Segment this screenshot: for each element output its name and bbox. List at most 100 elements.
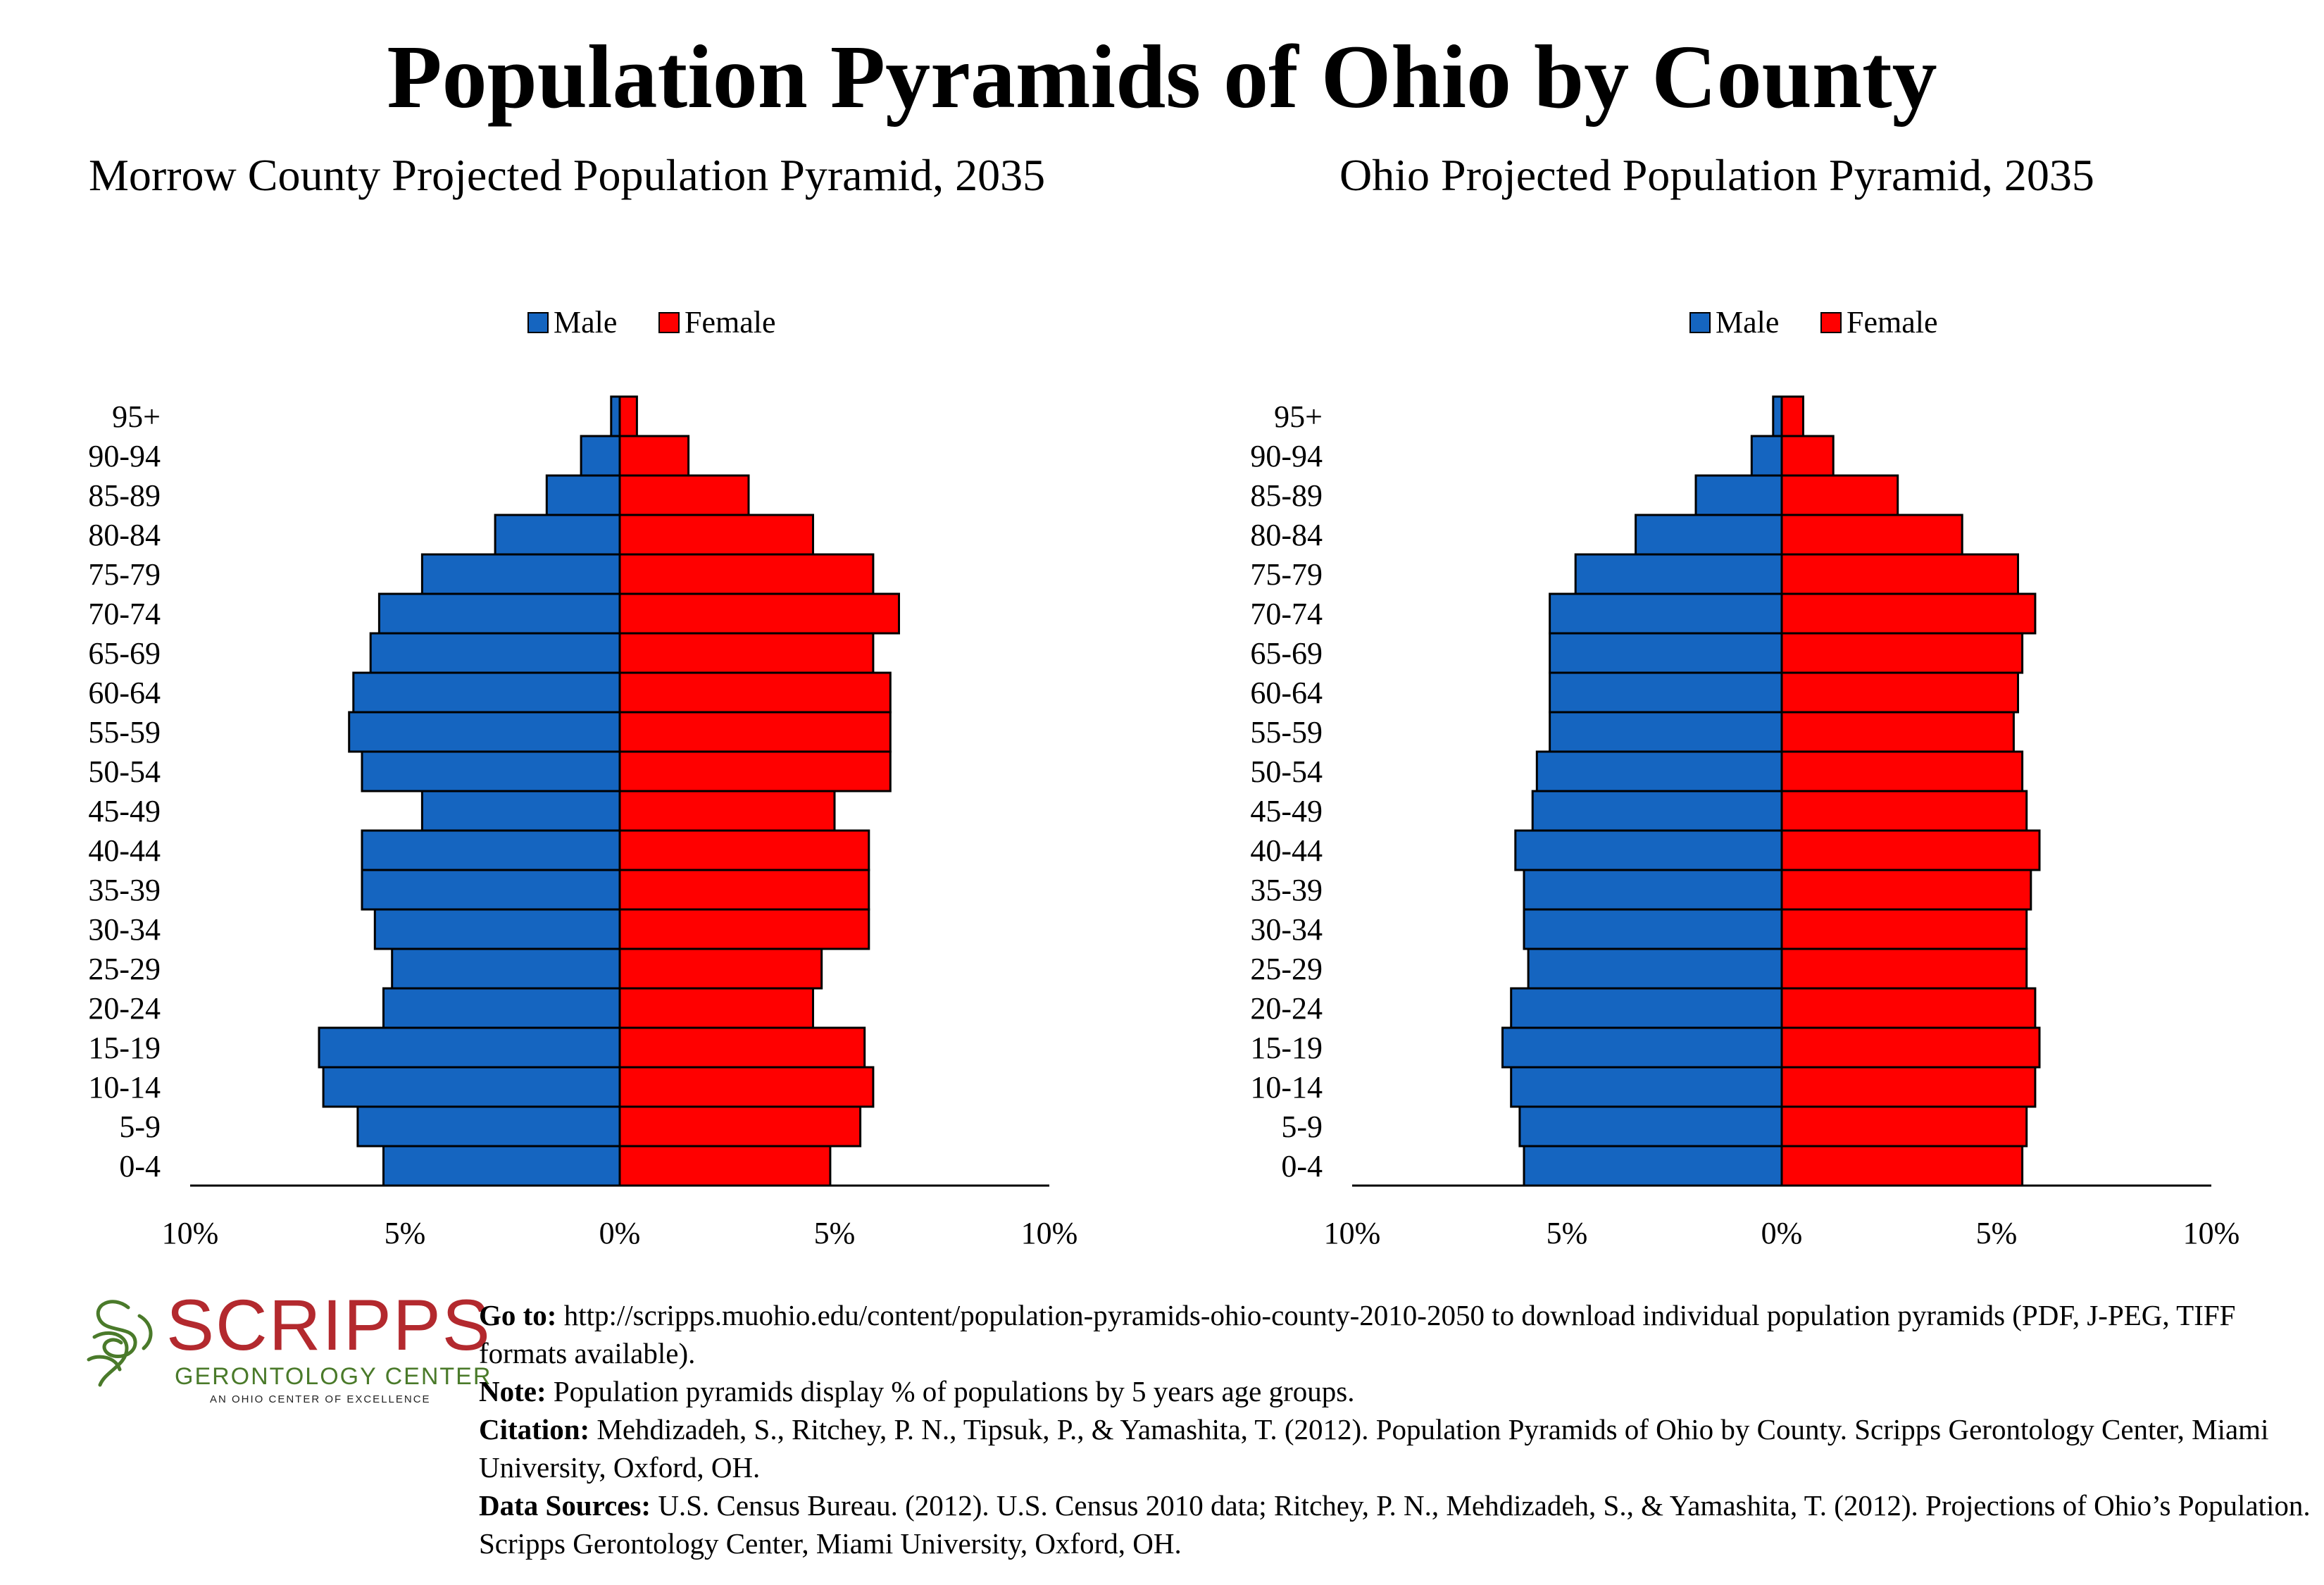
- x-tick-label-2: 0%: [599, 1216, 641, 1250]
- bar-male-50-54: [361, 750, 621, 792]
- bar-female-60-64: [618, 671, 892, 714]
- age-label-80-84: 80-84: [88, 518, 161, 552]
- citation-note: Citation: Mehdizadeh, S., Ritchey, P. N.…: [479, 1410, 2317, 1486]
- age-label-45-49: 45-49: [1250, 794, 1323, 828]
- bar-male-0-4: [1523, 1145, 1783, 1187]
- bar-male-20-24: [382, 987, 621, 1029]
- bar-male-40-44: [361, 829, 621, 871]
- bar-female-80-84: [1780, 514, 1963, 556]
- bar-female-65-69: [618, 632, 875, 674]
- age-label-85-89: 85-89: [1250, 478, 1323, 513]
- legend-label-female: Female: [685, 305, 776, 340]
- age-label-70-74: 70-74: [1250, 597, 1323, 631]
- age-label-65-69: 65-69: [1250, 636, 1323, 671]
- bar-female-15-19: [1780, 1026, 2041, 1069]
- bar-male-50-54: [1535, 750, 1783, 792]
- bar-male-25-29: [1527, 947, 1783, 990]
- bar-female-70-74: [1780, 592, 2037, 635]
- x-tick-label-0: 10%: [162, 1216, 219, 1250]
- age-label-70-74: 70-74: [88, 597, 161, 631]
- note-label: Note:: [479, 1375, 546, 1407]
- bar-female-0-4: [1780, 1145, 2024, 1187]
- age-label-25-29: 25-29: [88, 952, 161, 986]
- citation-text: Mehdizadeh, S., Ritchey, P. N., Tipsuk, …: [479, 1413, 2269, 1484]
- x-tick-label-1: 5%: [1547, 1216, 1588, 1250]
- bar-male-80-84: [494, 514, 621, 556]
- age-label-80-84: 80-84: [1250, 518, 1323, 552]
- bar-male-60-64: [352, 671, 621, 714]
- logo-tagline: AN OHIO CENTER OF EXCELLENCE: [210, 1393, 431, 1405]
- age-label-0-4: 0-4: [119, 1149, 161, 1183]
- bar-female-20-24: [618, 987, 814, 1029]
- note-text: Population pyramids display % of populat…: [546, 1375, 1355, 1407]
- bar-female-50-54: [618, 750, 892, 792]
- bar-male-15-19: [1501, 1026, 1783, 1069]
- legend-label-female: Female: [1847, 305, 1938, 340]
- age-label-35-39: 35-39: [1250, 873, 1323, 907]
- bar-male-65-69: [369, 632, 621, 674]
- bar-female-60-64: [1780, 671, 2019, 714]
- bar-male-45-49: [420, 790, 621, 832]
- sources-text: U.S. Census Bureau. (2012). U.S. Census …: [479, 1489, 2311, 1560]
- age-label-20-24: 20-24: [88, 991, 161, 1026]
- age-label-10-14: 10-14: [88, 1070, 161, 1105]
- bar-female-75-79: [1780, 553, 2019, 595]
- citation-label: Citation:: [479, 1413, 590, 1446]
- bar-female-40-44: [1780, 829, 2041, 871]
- goto-text: http://scripps.muohio.edu/content/popula…: [479, 1299, 2236, 1369]
- display-note: Note: Population pyramids display % of p…: [479, 1372, 2317, 1410]
- bar-female-95: [618, 395, 638, 437]
- bar-male-20-24: [1510, 987, 1783, 1029]
- chart-title-ohio: Ohio Projected Population Pyramid, 2035: [1339, 150, 2094, 200]
- bar-male-0-4: [382, 1145, 621, 1187]
- bar-male-90-94: [1750, 435, 1783, 477]
- x-tick-label-0: 10%: [1324, 1216, 1381, 1250]
- bar-female-55-59: [618, 711, 892, 753]
- sources-note: Data Sources: U.S. Census Bureau. (2012)…: [479, 1486, 2317, 1562]
- age-label-75-79: 75-79: [88, 557, 161, 592]
- legend-swatch-male: [527, 312, 549, 333]
- bar-female-45-49: [618, 790, 836, 832]
- age-label-20-24: 20-24: [1250, 991, 1323, 1026]
- bar-male-70-74: [1549, 592, 1783, 635]
- x-tick-label-2: 0%: [1761, 1216, 1803, 1250]
- age-label-25-29: 25-29: [1250, 952, 1323, 986]
- scripps-logo: SCRIPPS GERONTOLOGY CENTER AN OHIO CENTE…: [85, 1283, 490, 1417]
- bar-female-25-29: [618, 947, 823, 990]
- morrow-population-pyramid: Male Female 95+ 90-94 85-89 80-84 75-79 70-74 65…: [88, 305, 1077, 1250]
- age-label-0-4: 0-4: [1281, 1149, 1323, 1183]
- bar-male-95: [610, 395, 621, 437]
- age-label-95: 95+: [112, 399, 161, 434]
- bar-female-5-9: [1780, 1105, 2028, 1148]
- age-label-75-79: 75-79: [1250, 557, 1323, 592]
- goto-label: Go to:: [479, 1299, 557, 1331]
- bar-female-50-54: [1780, 750, 2024, 792]
- bar-male-15-19: [318, 1026, 621, 1069]
- age-label-5-9: 5-9: [119, 1110, 161, 1144]
- goto-note: Go to: http://scripps.muohio.edu/content…: [479, 1296, 2317, 1372]
- bar-male-85-89: [1694, 474, 1783, 516]
- bar-male-75-79: [1574, 553, 1783, 595]
- bar-male-40-44: [1514, 829, 1783, 871]
- age-label-60-64: 60-64: [88, 676, 161, 710]
- legend-label-male: Male: [554, 305, 617, 340]
- bar-female-90-94: [1780, 435, 1835, 477]
- bar-female-35-39: [1780, 869, 2032, 911]
- bar-female-80-84: [618, 514, 814, 556]
- bar-male-70-74: [377, 592, 621, 635]
- bar-male-65-69: [1549, 632, 1783, 674]
- bar-male-5-9: [1518, 1105, 1783, 1148]
- bar-male-85-89: [545, 474, 621, 516]
- age-label-55-59: 55-59: [88, 715, 161, 750]
- sources-label: Data Sources:: [479, 1489, 651, 1522]
- bar-female-40-44: [618, 829, 870, 871]
- legend-swatch-female: [658, 312, 680, 333]
- bar-male-35-39: [361, 869, 621, 911]
- legend: Male Female: [527, 305, 776, 340]
- age-label-95: 95+: [1274, 399, 1323, 434]
- chart-title-morrow: Morrow County Projected Population Pyram…: [89, 150, 1046, 200]
- bar-male-45-49: [1531, 790, 1783, 832]
- bar-male-55-59: [1549, 711, 1783, 753]
- age-label-30-34: 30-34: [88, 912, 161, 947]
- logo-subtitle: GERONTOLOGY CENTER: [175, 1363, 492, 1390]
